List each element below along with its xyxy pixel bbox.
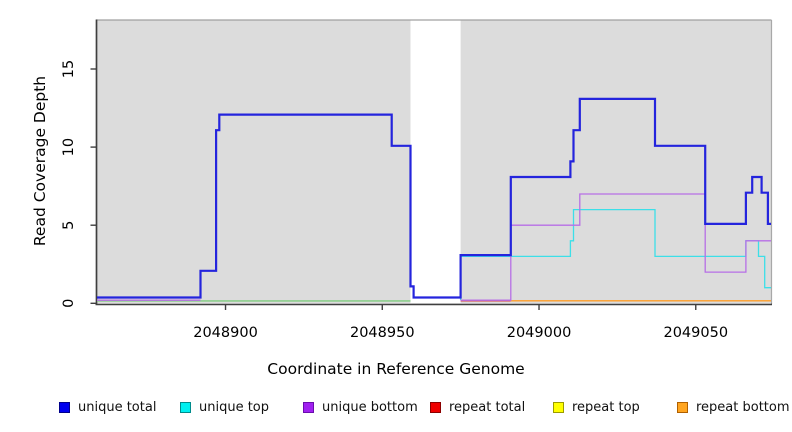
series-unique-top-line: [459, 208, 771, 300]
plot-background-band: [460, 20, 771, 303]
x-axis-label: Coordinate in Reference Genome: [267, 360, 525, 378]
y-tick-label: 5: [61, 221, 77, 230]
legend-item-unique-total: unique total: [59, 398, 156, 416]
x-tick-label: 2049000: [507, 325, 572, 341]
legend-item-repeat-total: repeat total: [430, 398, 525, 416]
series-unique-bottom-line: [460, 193, 771, 301]
y-tick-label: 0: [61, 299, 77, 308]
coverage-plot: 2048900 2048950 2049000 2049050 0 5 10 15: [61, 19, 773, 341]
legend-label: repeat bottom: [696, 399, 790, 415]
legend-item-unique-bottom: unique bottom: [303, 398, 418, 416]
legend-label: unique total: [78, 399, 157, 415]
legend-swatch-icon: [303, 401, 314, 413]
legend-swatch-icon: [553, 401, 564, 413]
y-tick-label: 10: [61, 138, 77, 156]
legend: unique total unique top unique bottom repea…: [0, 398, 792, 422]
legend-item-repeat-bottom: repeat bottom: [677, 398, 790, 416]
legend-label: unique top: [199, 399, 270, 415]
legend-swatch-icon: [59, 401, 70, 413]
x-tick-label: 2049050: [663, 325, 728, 341]
plot-background-band: [97, 20, 411, 303]
x-tick-label: 2048900: [193, 325, 258, 341]
series-unique-total-line: [97, 97, 771, 299]
y-axis-label: Read Coverage Depth: [31, 75, 49, 247]
legend-swatch-icon: [677, 401, 688, 413]
x-tick-label: 2048950: [350, 325, 415, 341]
legend-item-repeat-top: repeat top: [553, 398, 640, 416]
legend-swatch-icon: [180, 401, 191, 413]
y-tick-label: 15: [61, 60, 77, 78]
legend-label: repeat top: [572, 399, 640, 415]
legend-item-unique-top: unique top: [180, 398, 269, 416]
legend-label: repeat total: [449, 399, 526, 415]
legend-swatch-icon: [430, 401, 441, 413]
legend-label: unique bottom: [322, 399, 418, 415]
